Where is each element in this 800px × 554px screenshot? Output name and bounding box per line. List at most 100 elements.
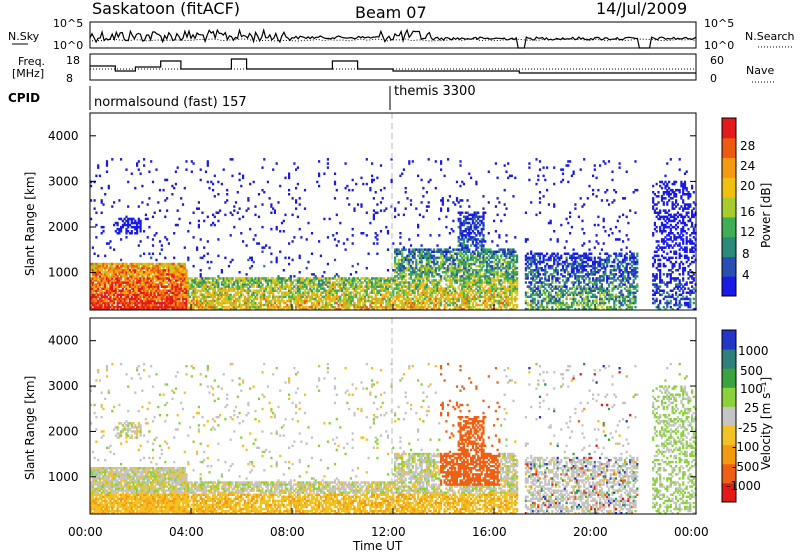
power-cell: [238, 297, 241, 301]
power-cell: [109, 240, 112, 243]
power-cell: [305, 295, 308, 299]
power-cell: [425, 293, 428, 297]
power-cell: [508, 279, 512, 282]
power-cell: [452, 254, 455, 258]
power-cell: [418, 258, 421, 262]
power-cell: [470, 236, 473, 239]
power-cell: [105, 307, 109, 311]
power-cell: [104, 297, 107, 301]
power-cell: [326, 293, 329, 297]
power-cell: [493, 269, 496, 272]
power-cell: [440, 301, 443, 305]
power-cell: [535, 293, 538, 297]
power-cell: [432, 269, 436, 272]
power-cell: [266, 301, 269, 305]
power-cell: [482, 244, 485, 247]
power-cell: [127, 266, 130, 270]
power-cell: [217, 295, 220, 299]
power-cell: [427, 291, 430, 294]
power-cell: [530, 287, 533, 290]
power-cell: [475, 219, 478, 223]
power-cell: [461, 301, 464, 305]
power-cell: [333, 297, 337, 301]
power-cell: [288, 176, 291, 180]
power-cell: [526, 285, 529, 288]
power-cell: [409, 199, 413, 202]
power-cell: [510, 299, 513, 303]
power-cell: [291, 197, 294, 200]
power-cell: [482, 250, 485, 253]
power-cell: [429, 295, 432, 299]
power-cell: [443, 271, 446, 274]
power-cell: [166, 281, 169, 284]
power-cell: [508, 297, 512, 301]
power-cell: [344, 299, 347, 303]
power-cell: [212, 188, 215, 192]
power-cell: [111, 269, 114, 272]
power-cell: [141, 275, 144, 278]
power-cell: [181, 299, 185, 303]
power-cell: [450, 275, 453, 278]
power-cell: [118, 227, 121, 231]
power-cell: [204, 299, 208, 303]
power-cell: [143, 285, 146, 288]
power-cell: [381, 277, 384, 280]
power-cell: [450, 301, 453, 305]
power-cell: [478, 303, 482, 307]
power-cell: [247, 303, 250, 307]
power-cell: [180, 273, 183, 276]
power-cell: [500, 287, 503, 290]
power-cell: [524, 293, 527, 297]
power-cell: [102, 279, 105, 282]
power-cell: [275, 162, 278, 165]
power-cell: [438, 301, 441, 305]
power-cell: [344, 287, 347, 290]
power-cell: [379, 277, 383, 280]
power-cell: [305, 297, 308, 301]
power-cell: [201, 287, 204, 290]
power-cell: [164, 305, 167, 309]
power-cell: [136, 289, 139, 292]
power-cell: [378, 283, 381, 286]
power-cell: [318, 240, 321, 243]
power-cell: [273, 285, 276, 288]
power-cell: [151, 180, 155, 184]
power-cell: [408, 258, 411, 262]
power-cell: [275, 256, 278, 260]
power-cell: [143, 283, 146, 286]
power-cell: [427, 279, 430, 282]
power-cell: [379, 164, 383, 167]
power-cell: [183, 264, 186, 268]
power-cell: [487, 277, 490, 280]
power-cell: [440, 262, 443, 266]
power-cell: [123, 281, 126, 284]
power-cell: [217, 287, 220, 290]
power-cell: [432, 256, 436, 260]
power-cell: [148, 264, 151, 268]
power-cell: [342, 297, 345, 301]
power-cell: [500, 219, 503, 223]
power-cell: [158, 271, 162, 274]
power-cell: [247, 199, 250, 202]
power-cell: [134, 299, 137, 303]
power-cell: [468, 213, 471, 217]
power-cell: [454, 269, 457, 272]
power-cell: [531, 287, 535, 290]
power-cell: [256, 293, 259, 297]
power-cell: [420, 307, 423, 311]
power-cell: [468, 227, 471, 231]
power-cell: [498, 303, 501, 307]
power-cell: [445, 248, 448, 251]
power-cell: [516, 254, 519, 258]
power-cell: [171, 277, 174, 280]
power-cell: [425, 256, 428, 260]
power-cell: [358, 303, 361, 307]
power-cell: [466, 295, 469, 299]
power-cell: [116, 221, 119, 225]
power-cell: [144, 301, 147, 305]
power-cell: [459, 244, 462, 247]
power-cell: [425, 281, 428, 284]
power-cell: [132, 221, 135, 225]
power-cell: [478, 279, 482, 282]
power-cell: [452, 277, 455, 280]
